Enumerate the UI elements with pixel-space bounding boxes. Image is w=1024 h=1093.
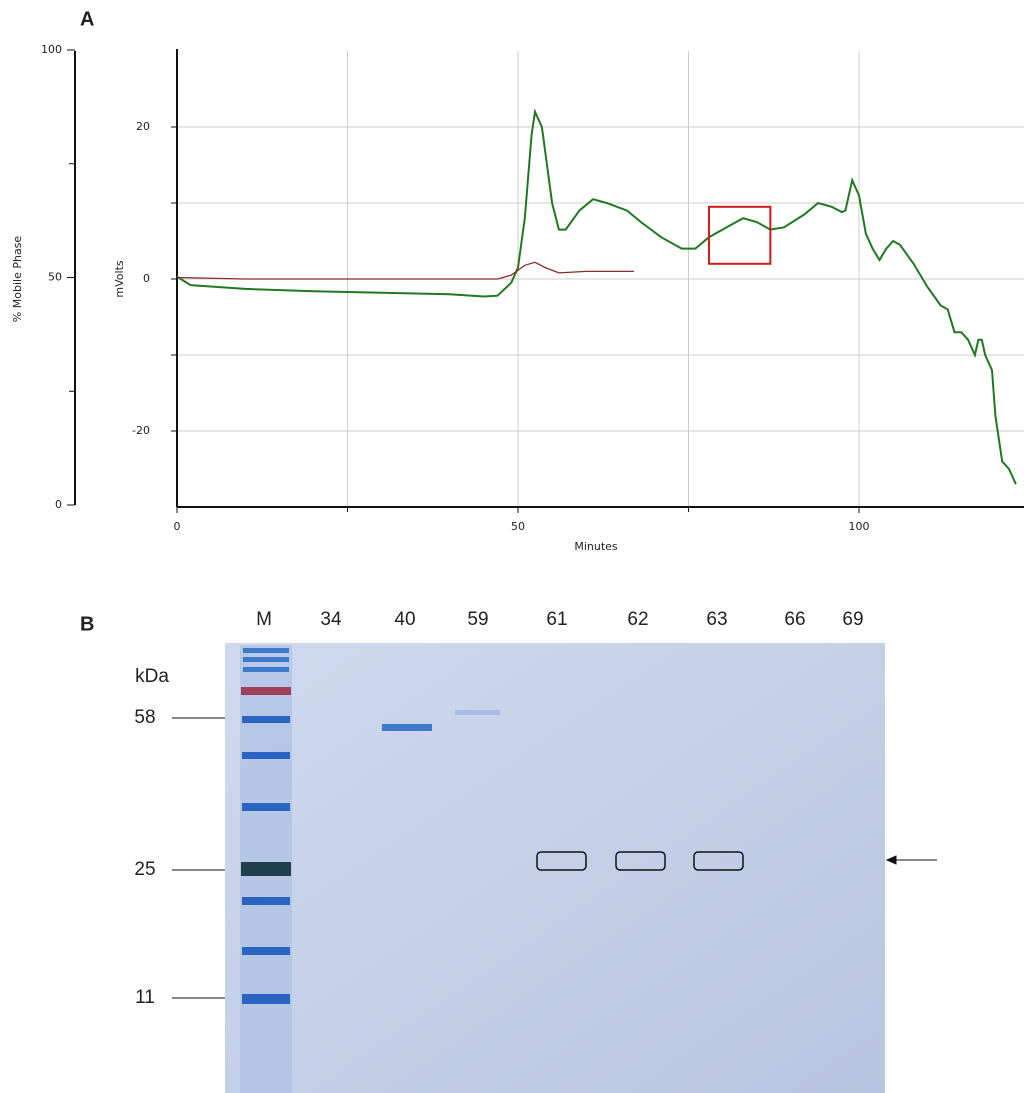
gel-image: [225, 643, 885, 1093]
x-tick-label: 100: [849, 520, 870, 533]
ladder: [240, 645, 500, 1093]
highlight-box: [707, 205, 772, 265]
lane-label: 34: [320, 609, 342, 630]
y2-tick-label: 50: [48, 271, 62, 284]
marker-label: 25: [134, 859, 155, 880]
panel-label: B: [80, 613, 94, 635]
lane-label: M: [256, 609, 272, 630]
band-boxes: [536, 851, 744, 871]
marker-label: 58: [134, 707, 155, 728]
x-tick-label: 0: [174, 520, 181, 533]
y-tick-label: 0: [143, 272, 150, 285]
lane-label: 61: [546, 609, 567, 630]
lane-label: 59: [467, 609, 488, 630]
arrow: [885, 855, 937, 865]
marker-lines: [172, 717, 225, 999]
lane-label: 62: [627, 609, 648, 630]
series-line: [176, 108, 1017, 485]
lane-label: 40: [394, 609, 415, 630]
y-axis-label: mVolts: [113, 260, 126, 297]
y-tick-label: -20: [132, 424, 150, 437]
x-tick-label: 50: [511, 520, 525, 533]
lane-label: 69: [842, 609, 863, 630]
series-line: [176, 261, 634, 280]
panel-label: A: [80, 8, 94, 30]
y-tick-label: 20: [136, 120, 150, 133]
y2-tick-label: 0: [55, 498, 62, 511]
unit-label: kDa: [135, 666, 169, 687]
marker-label: 11: [135, 987, 155, 1008]
lane-label: 63: [706, 609, 727, 630]
lane-label: 66: [784, 609, 805, 630]
y2-axis-label: % Mobile Phase: [11, 236, 24, 323]
x-axis-label: Minutes: [574, 540, 618, 553]
y2-tick-label: 100: [41, 43, 62, 56]
